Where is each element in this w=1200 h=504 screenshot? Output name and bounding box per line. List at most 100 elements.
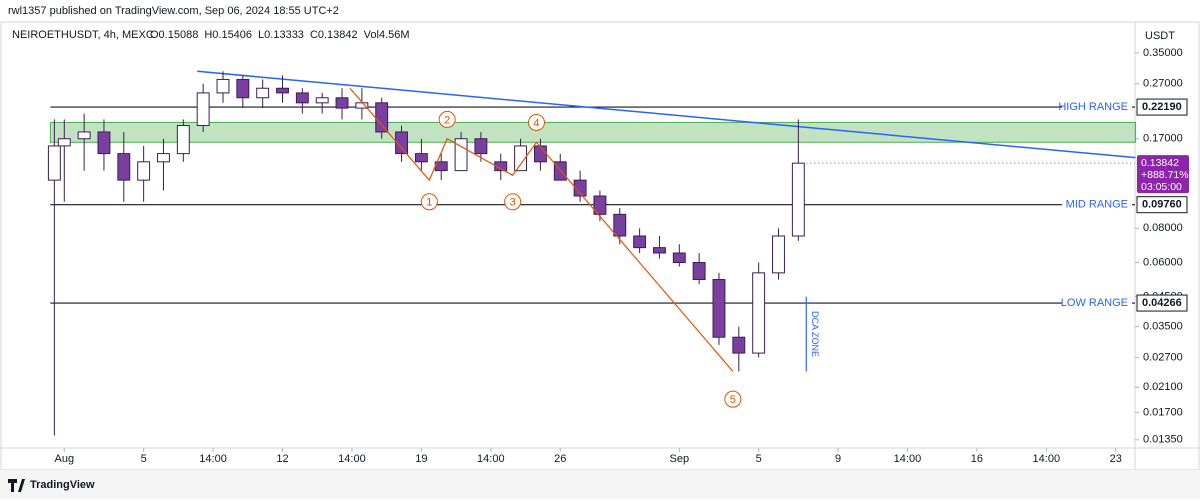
wave-marker bbox=[438, 110, 456, 128]
last-price-tag bbox=[1137, 155, 1189, 194]
price-tag bbox=[1136, 98, 1188, 116]
candle-body bbox=[295, 92, 309, 104]
candle-body bbox=[315, 97, 329, 104]
candle-body bbox=[613, 213, 627, 237]
wave-marker bbox=[527, 113, 545, 131]
trendline bbox=[197, 70, 1136, 159]
x-tick-label: 23 bbox=[1110, 453, 1122, 465]
ohlc-value: L0.13333 bbox=[258, 29, 304, 41]
candle-body bbox=[732, 336, 746, 354]
candle-body bbox=[57, 138, 71, 147]
dca-label: DCA ZONE bbox=[810, 311, 820, 357]
candle-body bbox=[772, 235, 785, 274]
symbol: NEIROETHUSDT, 4h, MEXC bbox=[12, 29, 154, 41]
candle-body bbox=[474, 138, 488, 155]
candle-body bbox=[236, 78, 250, 99]
ohlc-value: O0.15088 bbox=[150, 29, 198, 41]
last-price-value-label: 0.13842 bbox=[1141, 157, 1179, 169]
x-tick-label: 14:00 bbox=[894, 453, 922, 465]
wave-label: 2 bbox=[444, 114, 450, 126]
y-tick-label: 0.01700 bbox=[1143, 406, 1183, 418]
brand: TradingView bbox=[30, 479, 95, 491]
x-tick-label: 14:00 bbox=[199, 453, 227, 465]
level-label: LOW RANGE bbox=[1061, 297, 1128, 309]
price-tag-label: 0.04266 bbox=[1142, 297, 1182, 309]
y-tick-label: 0.35000 bbox=[1143, 47, 1183, 59]
x-tick-label: 16 bbox=[971, 453, 983, 465]
wave-line bbox=[349, 87, 734, 372]
candle-body bbox=[712, 279, 726, 338]
candle-body bbox=[752, 272, 766, 354]
publisher: rwl1357 published on TradingView.com, Se… bbox=[8, 5, 339, 17]
x-tick-label: 14:00 bbox=[1033, 453, 1061, 465]
currency: USDT bbox=[1145, 30, 1175, 42]
price-tag bbox=[1136, 294, 1188, 312]
y-tick-label: 0.03500 bbox=[1143, 320, 1183, 332]
candle-body bbox=[494, 161, 508, 172]
wave-label: 3 bbox=[510, 197, 516, 209]
footer-bar bbox=[0, 470, 1200, 499]
wave-marker bbox=[420, 193, 438, 211]
candle-body bbox=[414, 153, 428, 163]
price-tag bbox=[1136, 196, 1188, 214]
y-tick-label: 0.01350 bbox=[1143, 434, 1183, 446]
wave-label: 5 bbox=[730, 394, 736, 406]
wave-label: 1 bbox=[426, 197, 432, 209]
x-tick-label: 5 bbox=[756, 453, 762, 465]
last-price-change: +888.71% bbox=[1141, 169, 1189, 181]
candle-body bbox=[77, 131, 91, 140]
x-tick-label: 9 bbox=[835, 453, 841, 465]
y-tick-label: 0.27000 bbox=[1143, 78, 1183, 90]
candle-body bbox=[97, 131, 111, 155]
candle-body bbox=[335, 97, 349, 109]
level-label-bg bbox=[1062, 99, 1132, 116]
candle-body bbox=[514, 145, 528, 172]
last-price-countdown: 03:05:00 bbox=[1141, 181, 1182, 193]
candle-body bbox=[593, 195, 607, 215]
wave-marker bbox=[724, 390, 742, 408]
x-tick-label: 19 bbox=[415, 453, 427, 465]
logo bbox=[8, 479, 25, 492]
y-tick-label: 0.06000 bbox=[1143, 256, 1183, 268]
candle-body bbox=[533, 145, 547, 163]
price-tag-label: 0.09760 bbox=[1142, 199, 1182, 211]
x-tick-label: 14:00 bbox=[477, 453, 505, 465]
candle-body bbox=[176, 125, 190, 155]
level-label: HIGH RANGE bbox=[1058, 101, 1128, 113]
candle-body bbox=[633, 235, 647, 249]
x-tick-label: 5 bbox=[141, 453, 147, 465]
y-tick-label: 0.02100 bbox=[1143, 381, 1183, 393]
candle-body bbox=[375, 102, 389, 133]
level-label-bg bbox=[1062, 196, 1132, 213]
price-tag-label: 0.22190 bbox=[1142, 101, 1182, 113]
candle-body bbox=[573, 179, 587, 197]
candle-body bbox=[454, 138, 468, 172]
ohlc-value: H0.15406 bbox=[204, 29, 252, 41]
candle-body bbox=[196, 92, 210, 127]
x-tick-label: Aug bbox=[54, 453, 74, 465]
candle-body bbox=[216, 78, 230, 94]
wave-label: 4 bbox=[533, 117, 539, 129]
level-label: MID RANGE bbox=[1066, 199, 1128, 211]
candle-body bbox=[395, 131, 408, 155]
candle-body bbox=[117, 153, 131, 181]
ohlc-value: C0.13842 bbox=[310, 29, 358, 41]
wave-marker bbox=[504, 193, 522, 211]
candle-body bbox=[256, 87, 270, 99]
ohlc-value: Vol4.56M bbox=[364, 29, 410, 41]
y-tick-label: 0.02700 bbox=[1143, 351, 1183, 363]
candle-body bbox=[47, 145, 61, 181]
candle-body bbox=[672, 252, 686, 264]
candle-body bbox=[692, 262, 706, 281]
candle-body bbox=[276, 87, 289, 94]
x-tick-label: Sep bbox=[670, 453, 690, 465]
candle-body bbox=[791, 162, 805, 237]
x-tick-label: 14:00 bbox=[338, 453, 366, 465]
level-label-bg bbox=[1062, 295, 1132, 312]
y-tick-label: 0.17000 bbox=[1143, 133, 1183, 145]
candle-body bbox=[157, 153, 170, 163]
candle-body bbox=[653, 247, 666, 254]
candle-body bbox=[137, 161, 151, 181]
